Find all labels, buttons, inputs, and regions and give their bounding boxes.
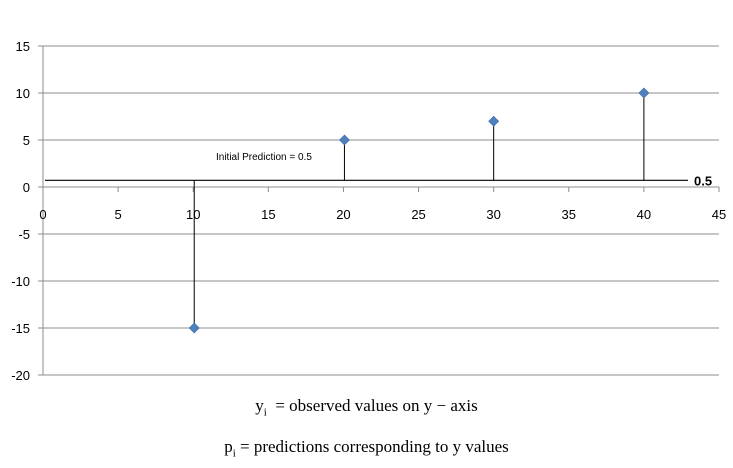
residual-lines — [193, 93, 645, 328]
gridlines — [43, 45, 719, 376]
initial-prediction-annotation: Initial Prediction = 0.5 — [216, 152, 312, 163]
y-tick-label--20: -20 — [11, 368, 30, 383]
data-points — [188, 87, 650, 334]
x-tick-label-10: 10 — [186, 207, 200, 222]
caption-predictions-subscript: i — [232, 447, 236, 460]
caption-observed-text: = observed values on y − axis — [275, 396, 478, 415]
prediction-line-group: 0.5 — [45, 173, 712, 188]
y-tick-label--5: -5 — [18, 227, 30, 242]
tick-labels: 0 5 10 15 20 25 30 35 40 45 -20 -15 -10 -5 0 5 10 15 — [11, 39, 726, 383]
y-tick-label--15: -15 — [11, 321, 30, 336]
x-tick-label-25: 25 — [411, 207, 425, 222]
x-tick-label-40: 40 — [637, 207, 651, 222]
x-tick-label-15: 15 — [261, 207, 275, 222]
caption-observed-subscript: i — [263, 406, 267, 419]
x-tick-label-5: 5 — [114, 207, 121, 222]
y-tick-label-15: 15 — [16, 39, 30, 54]
chart: 0.5 0 5 10 15 20 25 30 35 40 45-20-15-10-5051015 … — [11, 39, 726, 383]
y-tick-label-5: 5 — [23, 133, 30, 148]
caption-observed: yi = observed values on y − axis — [0, 396, 733, 418]
data-point-40 — [638, 87, 650, 99]
axes — [38, 45, 720, 376]
x-tick-label-20: 20 — [336, 207, 350, 222]
caption-observed-symbol: y — [255, 396, 264, 415]
data-point-10 — [188, 322, 200, 334]
caption-predictions-symbol: p — [224, 437, 233, 456]
y-tick-label-10: 10 — [16, 86, 30, 101]
caption-predictions: pi = predictions corresponding to y valu… — [0, 437, 733, 459]
y-tick-label--10: -10 — [11, 274, 30, 289]
x-tick-label-45: 45 — [712, 207, 726, 222]
x-tick-label-0: 0 — [39, 207, 46, 222]
x-tick-label-35: 35 — [562, 207, 576, 222]
prediction-line-label: 0.5 — [694, 173, 712, 188]
data-point-20 — [339, 134, 350, 146]
x-tick-label-30: 30 — [486, 207, 500, 222]
y-tick-label-0: 0 — [23, 180, 30, 195]
data-point-30 — [488, 115, 500, 127]
caption-predictions-text: = predictions corresponding to y values — [240, 437, 509, 456]
